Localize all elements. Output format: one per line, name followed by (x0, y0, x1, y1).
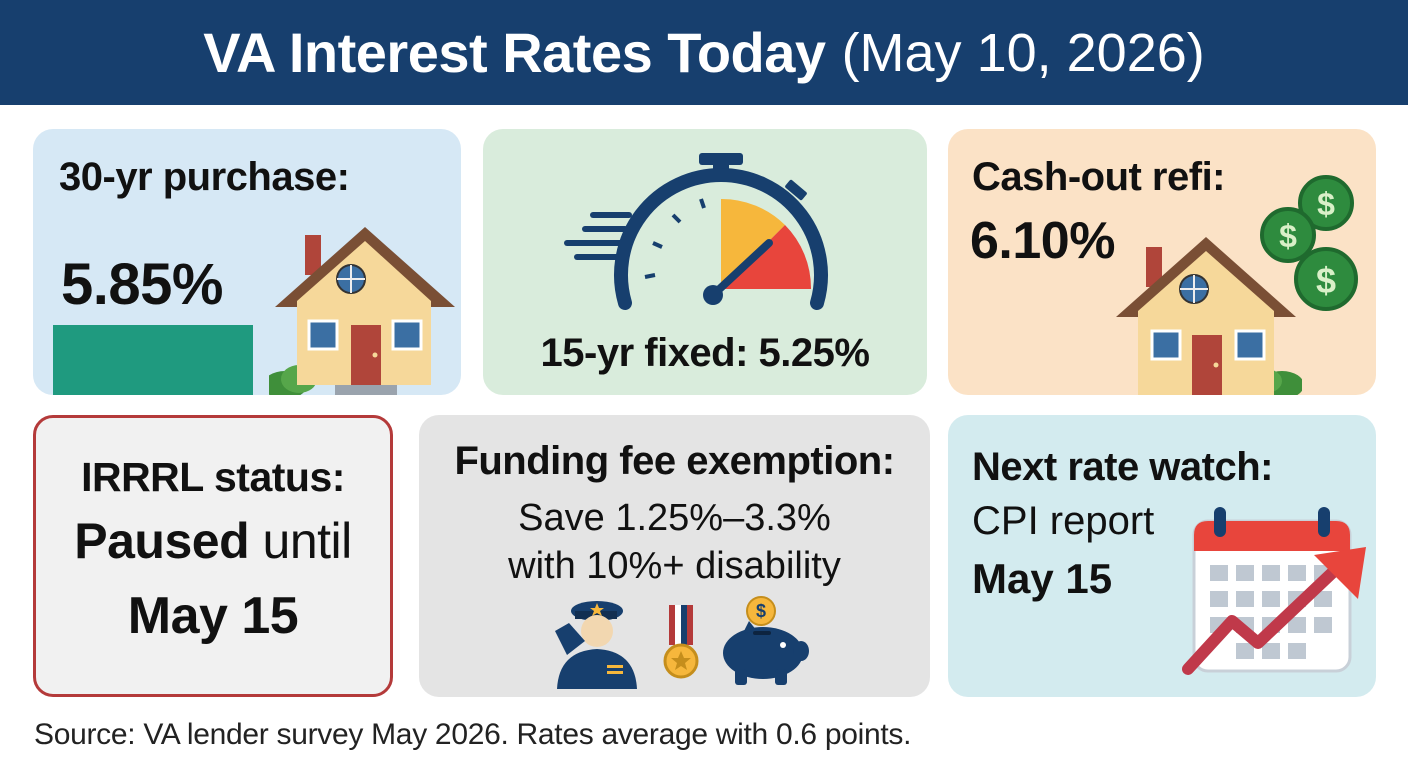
stopwatch-gauge-icon (563, 147, 843, 311)
dollar-coins-icon: $ $ $ (1258, 165, 1376, 315)
page-header: VA Interest Rates Today (May 10, 2026) (0, 0, 1408, 105)
fixed15-label: 15-yr fixed: 5.25% (540, 331, 870, 375)
funding-title: Funding fee exemption: (454, 439, 895, 483)
svg-text:$: $ (1317, 186, 1335, 222)
rate-watch-card: Next rate watch: CPI report May 15 (948, 415, 1376, 697)
rate-bar (53, 325, 253, 395)
funding-line1: Save 1.25%–3.3% (518, 497, 831, 539)
irrrl-date: May 15 (127, 587, 299, 645)
piggy-bank-icon: $ (713, 595, 813, 687)
irrrl-status-rest: until (262, 513, 353, 569)
watch-date: May 15 (972, 555, 1113, 602)
irrrl-status: Paused until (36, 512, 390, 570)
house-icon (269, 221, 459, 395)
saluting-veteran-icon (547, 597, 643, 689)
medal-icon (663, 605, 699, 683)
house-icon (1112, 233, 1302, 395)
purchase-label: 30-yr purchase: (59, 155, 350, 199)
cashout-rate-card: Cash-out refi: 6.10% $ $ $ (948, 129, 1376, 395)
svg-text:$: $ (1279, 218, 1297, 254)
purchase-rate: 5.85% (61, 252, 223, 317)
fixed15-rate-card: 15-yr fixed: 5.25% (483, 129, 927, 395)
irrrl-label: IRRRL status: (81, 454, 345, 500)
page-title-date: (May 10, 2026) (841, 22, 1205, 83)
svg-text:$: $ (756, 601, 766, 621)
trend-arrow-icon (1182, 543, 1372, 677)
cashout-label: Cash-out refi: (972, 155, 1226, 199)
funding-line2: with 10%+ disability (508, 545, 841, 587)
watch-line1: CPI report (972, 499, 1155, 543)
cashout-rate: 6.10% (970, 212, 1115, 270)
source-footnote: Source: VA lender survey May 2026. Rates… (34, 718, 912, 751)
irrrl-status-bold: Paused (74, 513, 250, 569)
svg-text:$: $ (1316, 260, 1336, 301)
purchase-rate-card: 30-yr purchase: 5.85% (33, 129, 461, 395)
page-title: VA Interest Rates Today (203, 21, 826, 84)
irrrl-status-card: IRRRL status: Paused until May 15 (33, 415, 393, 697)
funding-fee-card: Funding fee exemption: Save 1.25%–3.3% w… (419, 415, 930, 697)
watch-title: Next rate watch: (972, 445, 1273, 489)
